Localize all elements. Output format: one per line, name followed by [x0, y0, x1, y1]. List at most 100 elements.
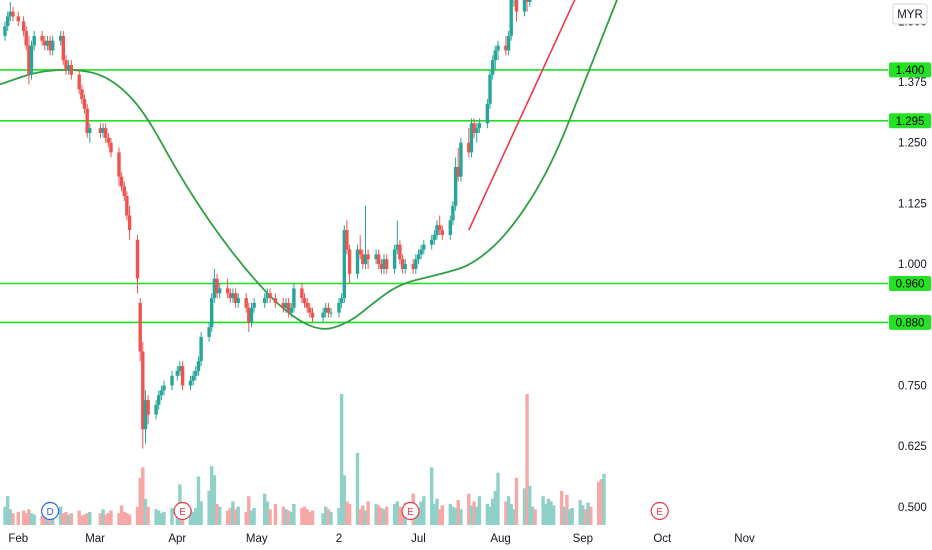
volume-bar	[358, 509, 362, 525]
volume-bar	[59, 506, 63, 525]
candle	[459, 137, 463, 182]
volume-bar	[549, 501, 553, 525]
candle-body	[32, 35, 36, 46]
level-tag-text: 1.295	[896, 116, 925, 128]
volume-bar	[453, 508, 458, 525]
volume-bar	[310, 510, 315, 525]
candle	[82, 94, 87, 114]
candle-body	[141, 351, 145, 430]
volume-bar	[170, 508, 174, 525]
candle-body	[29, 45, 34, 75]
volume-bar	[289, 511, 293, 525]
candle	[43, 35, 47, 51]
price-axis-background	[888, 0, 932, 528]
candle-body	[528, 0, 532, 2]
candle	[32, 31, 36, 51]
volume-bar	[448, 504, 452, 525]
candle-body	[263, 298, 267, 303]
candle-body	[392, 249, 397, 269]
volume-bar	[104, 514, 108, 525]
candle-body	[43, 40, 47, 46]
candle	[218, 283, 222, 299]
time-tick-label: Oct	[653, 533, 672, 545]
candle	[188, 375, 193, 391]
volume-bar	[361, 505, 365, 526]
candle	[310, 307, 315, 323]
currency-label: MYR	[897, 9, 923, 21]
trend-arrow[interactable]	[468, 0, 741, 231]
volume-bar	[300, 508, 304, 525]
volume-bar	[82, 514, 87, 525]
candle-body	[82, 99, 87, 109]
volume-bar	[506, 496, 511, 525]
volume-bar	[268, 509, 272, 525]
candle	[339, 293, 344, 308]
candle-body	[101, 128, 105, 133]
candle	[109, 137, 113, 158]
volume-bar	[233, 509, 238, 525]
candle-body	[80, 89, 84, 99]
candle	[451, 201, 455, 226]
candle	[321, 307, 325, 323]
candle	[127, 205, 132, 240]
candle-body	[321, 312, 325, 318]
volume-bar	[395, 501, 399, 525]
volume-bar	[263, 493, 267, 525]
candle-body	[48, 40, 52, 51]
level-tag-text: 0.880	[896, 317, 925, 329]
candle-body	[326, 307, 331, 313]
candle	[191, 370, 195, 386]
volume-bar	[525, 394, 529, 525]
candle	[215, 273, 219, 299]
candle-body	[21, 21, 26, 31]
currency-badge[interactable]: MYR	[892, 3, 928, 25]
candle	[347, 244, 352, 284]
price-tick-label: 0.500	[898, 502, 927, 514]
candle	[231, 288, 235, 303]
candle	[403, 259, 407, 274]
volume-bar	[40, 515, 44, 525]
candle	[106, 133, 111, 148]
volume-bar	[61, 513, 65, 525]
candle-body	[109, 142, 113, 153]
time-axis[interactable]: Feb Mar Apr May 2 Jul Aug Sep Oct Nov	[0, 528, 932, 550]
volume-bar	[485, 504, 490, 525]
candle-body	[347, 249, 352, 274]
currency-badge-box	[892, 3, 928, 25]
price-axis[interactable]: 0.5000.6250.7500.8751.0001.1251.2501.375…	[888, 0, 932, 528]
candle-body	[178, 366, 182, 371]
candle-body	[24, 31, 28, 46]
volume-bar	[194, 508, 198, 525]
volume-bar	[602, 473, 606, 525]
candle	[488, 69, 492, 109]
candle	[366, 249, 370, 269]
candle-body	[358, 249, 362, 255]
volume-bar	[559, 490, 564, 525]
candle	[361, 249, 365, 269]
candle	[180, 361, 185, 391]
candle	[475, 123, 479, 143]
volume-bar	[302, 506, 307, 525]
candle-body	[249, 307, 254, 323]
trend-line	[468, 0, 576, 231]
volume-bar	[117, 513, 121, 525]
volume-bar	[586, 502, 590, 525]
candle-body	[432, 235, 437, 240]
candle	[236, 293, 240, 308]
candle-body	[104, 128, 108, 138]
candle-body	[485, 103, 490, 124]
volume-bar	[286, 510, 291, 525]
candle-body	[61, 35, 65, 61]
candle-body	[385, 259, 389, 269]
candle	[411, 259, 415, 274]
candle-body	[456, 167, 460, 177]
candle-body	[3, 26, 7, 36]
level-tag-text: 0.960	[896, 279, 925, 291]
candle-body	[438, 225, 442, 231]
candle-body	[496, 45, 500, 51]
candle-body	[188, 380, 193, 386]
volume-bar	[400, 509, 405, 525]
candle-body	[451, 205, 455, 221]
